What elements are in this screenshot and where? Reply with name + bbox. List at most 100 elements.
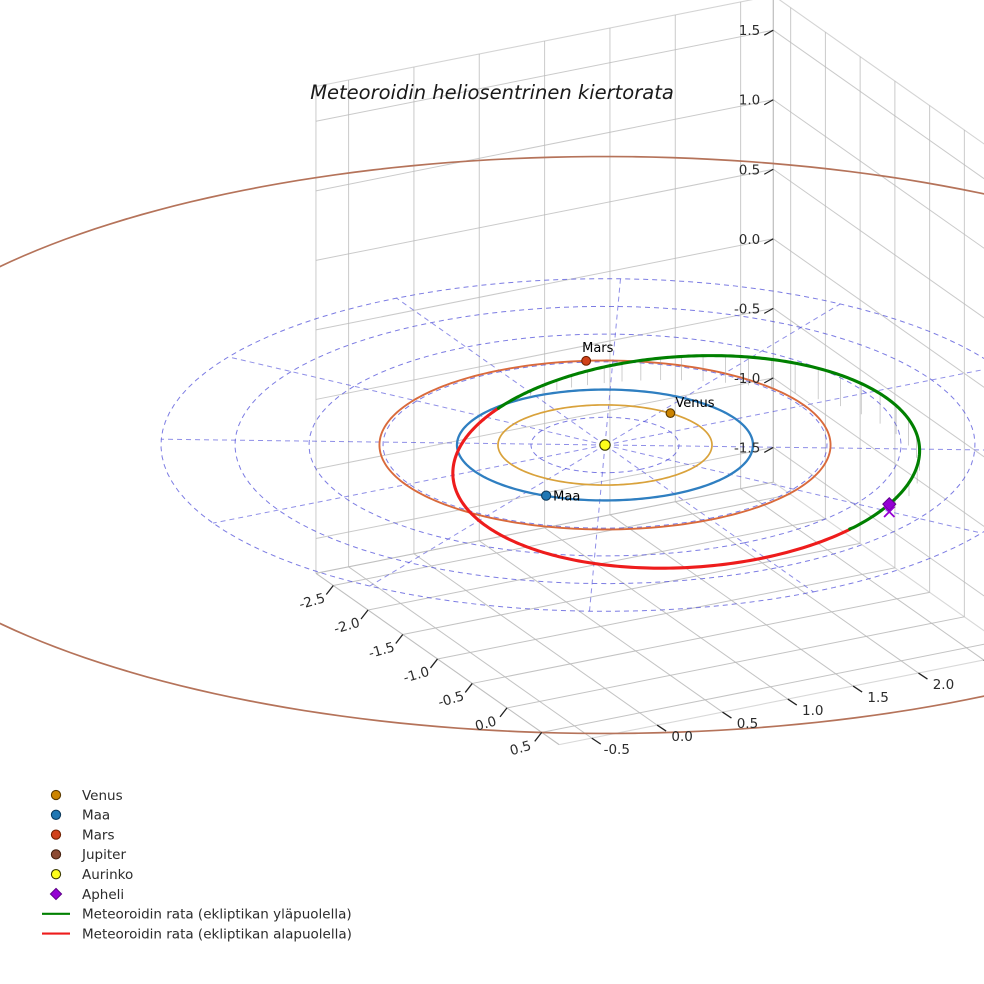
legend-circle-icon bbox=[50, 869, 62, 880]
legend-label: Maa bbox=[82, 808, 110, 824]
y-tick-label: 0.5 bbox=[737, 716, 758, 732]
legend-label: Mars bbox=[82, 827, 115, 843]
legend-item[interactable]: Apheli bbox=[49, 887, 124, 903]
y-tick-mark bbox=[591, 737, 602, 745]
ecliptic-grid-line bbox=[604, 303, 841, 446]
legend-label: Meteoroidin rata (ekliptikan yläpuolella… bbox=[82, 907, 352, 923]
legend-label: Venus bbox=[82, 788, 123, 804]
z-tick-mark bbox=[763, 307, 774, 314]
x-tick-label: -0.5 bbox=[436, 688, 466, 711]
meteoroid-orbit bbox=[451, 354, 922, 570]
z-tick-mark bbox=[763, 168, 774, 175]
grid-line bbox=[315, 0, 754, 88]
planet-orbit-path bbox=[0, 155, 984, 735]
ecliptic-grid-line bbox=[604, 368, 984, 446]
grid-line bbox=[315, 377, 774, 470]
ecliptic-grid-line bbox=[604, 444, 814, 593]
grid-line bbox=[772, 29, 984, 180]
x-tick-mark bbox=[395, 634, 404, 644]
z-tick-label: 0.5 bbox=[739, 162, 760, 178]
venus-marker[interactable] bbox=[665, 408, 676, 418]
grid-line bbox=[544, 527, 789, 700]
earth-label: Maa bbox=[553, 490, 580, 505]
sun-marker[interactable] bbox=[599, 439, 611, 451]
x-tick-label: 0.0 bbox=[473, 713, 498, 734]
grid-line bbox=[315, 99, 774, 192]
legend-item[interactable]: Meteoroidin rata (ekliptikan yläpuolella… bbox=[42, 907, 352, 923]
x-tick-mark bbox=[325, 585, 334, 595]
z-tick-label: -1.5 bbox=[734, 440, 760, 456]
grid-line bbox=[609, 514, 854, 687]
x-tick-label: -1.5 bbox=[367, 639, 397, 662]
legend-label: Aurinko bbox=[82, 867, 133, 883]
axis-panes-grid bbox=[315, 0, 984, 746]
ecliptic-grid-line bbox=[604, 278, 621, 446]
x-tick-label: -2.0 bbox=[332, 615, 362, 638]
z-tick-mark bbox=[763, 29, 774, 36]
mars-label: Mars bbox=[582, 341, 614, 356]
grid-line bbox=[740, 488, 984, 661]
planet-orbit-path bbox=[455, 388, 755, 502]
z-tick-mark bbox=[763, 446, 774, 453]
y-tick-label: 1.5 bbox=[867, 690, 888, 706]
grid-line bbox=[778, 0, 984, 145]
y-tick-label: 0.0 bbox=[671, 729, 692, 745]
meteoroid-orbit-path bbox=[451, 418, 852, 570]
grid-line bbox=[315, 238, 774, 331]
mars-marker[interactable] bbox=[581, 355, 592, 366]
y-tick-label: -0.5 bbox=[604, 742, 630, 758]
z-tick-mark bbox=[763, 377, 774, 384]
grid-line bbox=[674, 501, 919, 674]
ecliptic-grid-line bbox=[604, 444, 982, 534]
legend-item[interactable]: Maa bbox=[50, 808, 110, 824]
y-tick-label: 2.0 bbox=[933, 677, 954, 693]
legend-item[interactable]: Mars bbox=[50, 827, 115, 843]
x-tick-label: -1.0 bbox=[402, 664, 432, 687]
ecliptic-polar-grid bbox=[160, 278, 984, 612]
y-tick-label: 1.0 bbox=[802, 703, 823, 719]
meteoroid-orbit-path bbox=[496, 354, 922, 531]
grid-line bbox=[772, 377, 984, 527]
page-title: Meteoroidin heliosentrinen kiertorata bbox=[310, 81, 674, 104]
ecliptic-grid-line bbox=[369, 444, 606, 587]
earth-marker[interactable] bbox=[541, 490, 552, 501]
grid-line bbox=[315, 29, 774, 122]
planet-orbit-path bbox=[497, 404, 713, 486]
y-tick-mark bbox=[722, 711, 732, 719]
z-tick-label: -1.0 bbox=[734, 371, 760, 387]
grid-line bbox=[772, 99, 984, 249]
y-tick-mark bbox=[787, 698, 798, 706]
ecliptic-grid-line bbox=[604, 444, 984, 451]
y-tick-mark bbox=[656, 724, 667, 732]
x-tick-mark bbox=[464, 683, 473, 693]
legend-diamond-icon bbox=[49, 887, 63, 901]
z-tick-label: 1.0 bbox=[739, 93, 760, 109]
legend-label: Apheli bbox=[82, 887, 124, 903]
grid-line bbox=[772, 168, 984, 319]
z-tick-mark bbox=[763, 238, 774, 245]
z-tick-label: -0.5 bbox=[734, 301, 760, 317]
ecliptic-grid-line bbox=[161, 438, 606, 446]
legend-item[interactable]: Jupiter bbox=[50, 847, 126, 863]
legend-item[interactable]: Venus bbox=[50, 788, 123, 804]
ecliptic-grid-line bbox=[228, 356, 606, 446]
aphelion-projection-x-icon bbox=[883, 505, 896, 518]
y-tick-mark bbox=[918, 672, 928, 680]
legend-circle-icon bbox=[50, 789, 62, 801]
z-tick-label: 0.0 bbox=[739, 232, 760, 248]
x-tick-mark bbox=[429, 658, 439, 669]
y-tick-mark bbox=[852, 685, 863, 693]
legend-circle-icon bbox=[50, 849, 62, 860]
x-tick-mark bbox=[534, 731, 543, 742]
meteoroid-orbit-path bbox=[481, 406, 500, 422]
legend-item[interactable]: Aurinko bbox=[50, 867, 133, 883]
body-markers bbox=[541, 355, 897, 518]
legend-item[interactable]: Meteoroidin rata (ekliptikan alapuolella… bbox=[42, 926, 352, 942]
planet-orbits bbox=[0, 155, 984, 735]
x-tick-label: 0.5 bbox=[508, 738, 533, 759]
grid-line bbox=[315, 307, 774, 400]
grid-line bbox=[558, 659, 984, 746]
